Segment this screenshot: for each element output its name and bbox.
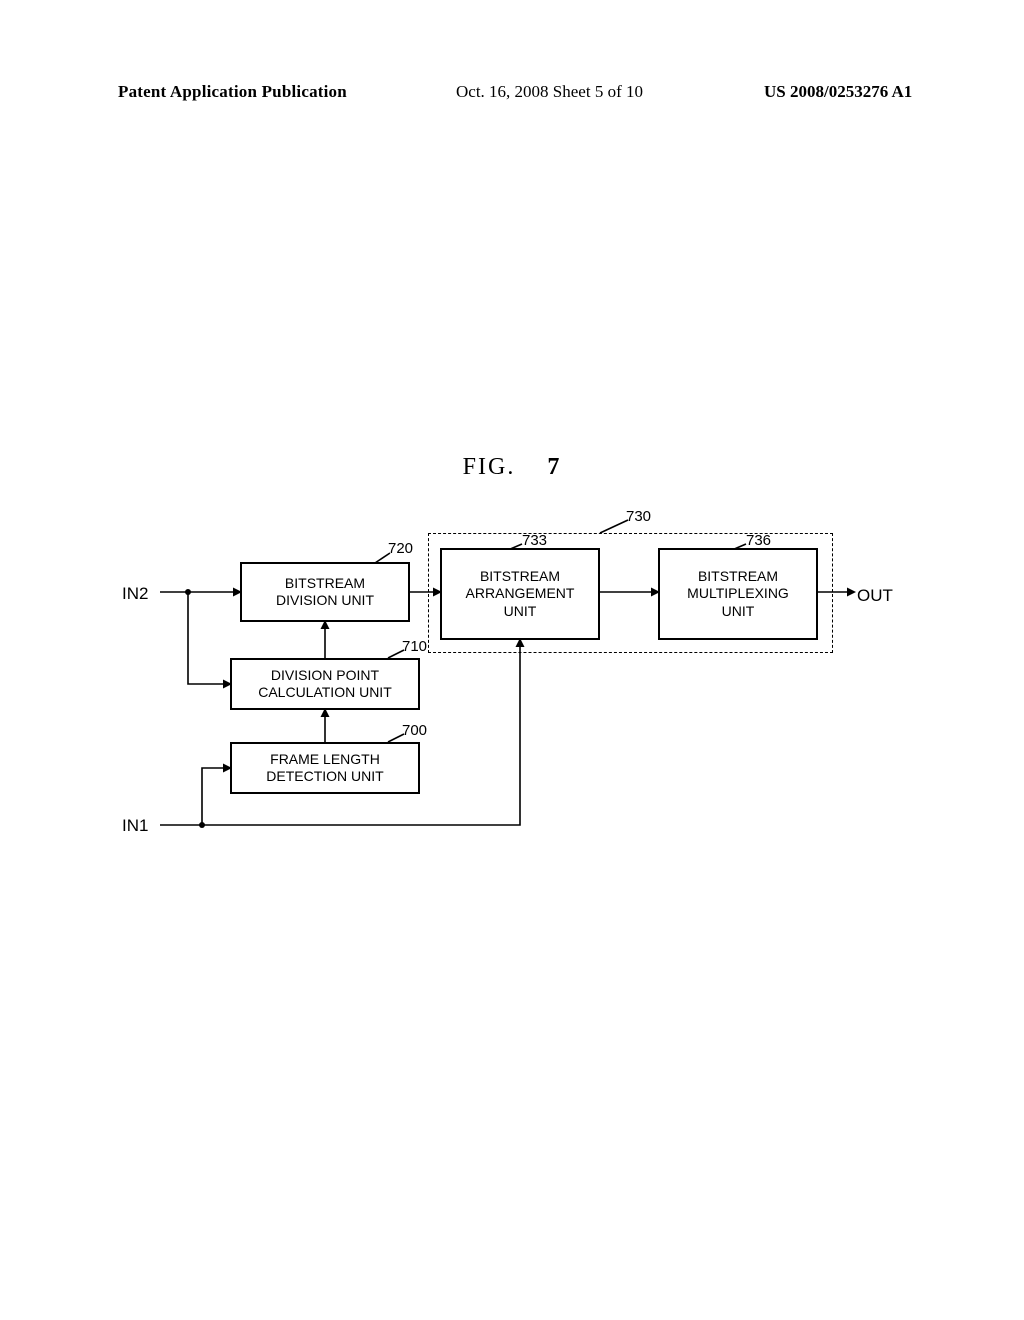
ref-710: 710 xyxy=(402,638,427,655)
ref-700: 700 xyxy=(402,722,427,739)
ref-720: 720 xyxy=(388,540,413,557)
block-bitstream-arrangement-unit: BITSTREAMARRANGEMENTUNIT xyxy=(440,548,600,640)
w-in2-branch-to-710 xyxy=(188,592,230,684)
ref-736: 736 xyxy=(746,532,771,549)
block-diagram: BITSTREAMDIVISION UNIT BITSTREAMARRANGEM… xyxy=(110,500,900,880)
io-label-out: OUT xyxy=(857,586,893,606)
lead-730 xyxy=(600,520,628,533)
block-frame-length-detection-unit: FRAME LENGTHDETECTION UNIT xyxy=(230,742,420,794)
header-right: US 2008/0253276 A1 xyxy=(764,82,912,102)
ref-730: 730 xyxy=(626,508,651,525)
header-left: Patent Application Publication xyxy=(118,82,347,102)
page: Patent Application Publication Oct. 16, … xyxy=(0,0,1024,1320)
ref-733: 733 xyxy=(522,532,547,549)
io-label-in2: IN2 xyxy=(122,584,148,604)
header-middle: Oct. 16, 2008 Sheet 5 of 10 xyxy=(456,82,643,102)
figure-title-prefix: FIG. xyxy=(463,454,516,480)
block-bitstream-multiplexing-unit: BITSTREAMMULTIPLEXINGUNIT xyxy=(658,548,818,640)
figure-title: FIG. 7 xyxy=(0,454,1024,481)
w-in1-to-700 xyxy=(160,768,230,825)
block-bitstream-division-unit: BITSTREAMDIVISION UNIT xyxy=(240,562,410,622)
figure-title-number: 7 xyxy=(547,454,561,480)
io-label-in1: IN1 xyxy=(122,816,148,836)
block-division-point-calculation-unit: DIVISION POINTCALCULATION UNIT xyxy=(230,658,420,710)
